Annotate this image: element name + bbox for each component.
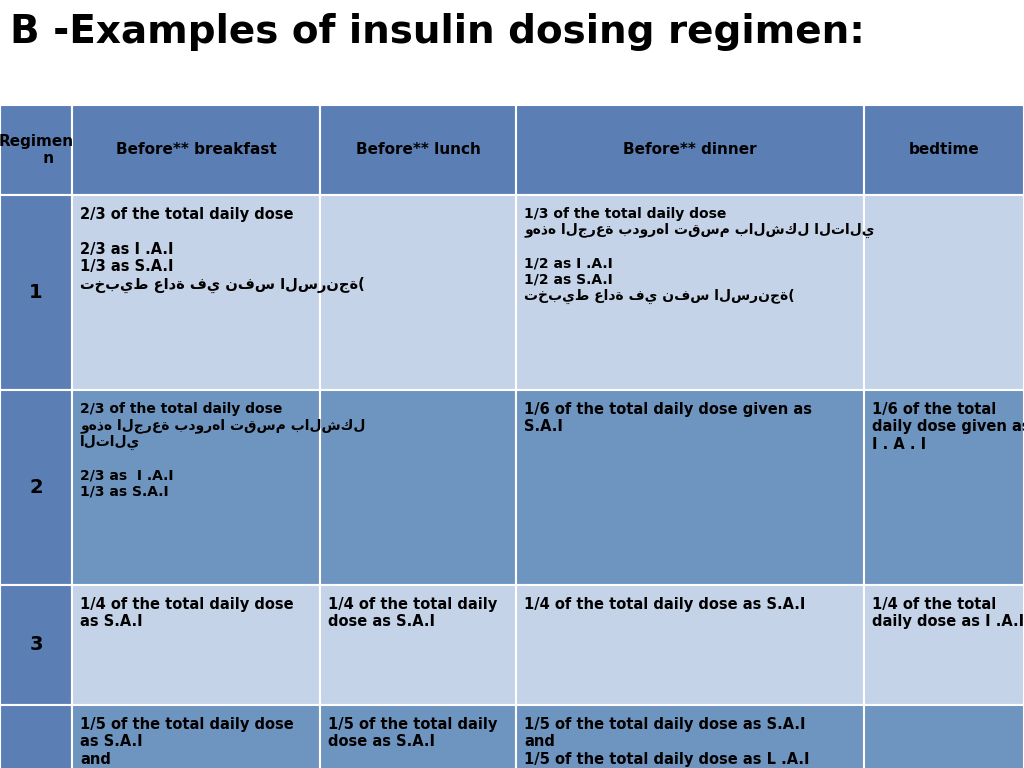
Bar — [319, 585, 516, 705]
Bar — [72, 390, 319, 585]
Bar — [72, 705, 319, 768]
Text: 1/4 of the total daily
dose as S.A.I: 1/4 of the total daily dose as S.A.I — [328, 597, 498, 630]
Bar — [72, 585, 319, 705]
Text: B -Examples of insulin dosing regimen:: B -Examples of insulin dosing regimen: — [10, 13, 865, 51]
Bar — [864, 195, 1024, 390]
Text: Before** lunch: Before** lunch — [355, 143, 480, 157]
Text: Before** dinner: Before** dinner — [624, 143, 757, 157]
Bar — [0, 585, 72, 705]
Text: 1: 1 — [30, 283, 43, 302]
Text: 2/3 of the total daily dose
وهذه الجرعة بدورها تقسم بالشكل
التالي

2/3 as  I .A.: 2/3 of the total daily dose وهذه الجرعة … — [80, 402, 366, 499]
Text: 2: 2 — [30, 478, 43, 497]
Bar — [864, 585, 1024, 705]
Text: 1/5 of the total daily dose
as S.A.I
and
1/5 of the total daily dose
as L .A.I: 1/5 of the total daily dose as S.A.I and… — [80, 717, 294, 768]
Bar — [0, 105, 72, 195]
Bar — [516, 390, 864, 585]
Text: 1/5 of the total daily
dose as S.A.I: 1/5 of the total daily dose as S.A.I — [328, 717, 498, 750]
Bar — [864, 705, 1024, 768]
Bar — [319, 705, 516, 768]
Text: 1/6 of the total daily dose given as
S.A.I: 1/6 of the total daily dose given as S.A… — [524, 402, 812, 435]
Bar — [0, 705, 72, 768]
Bar — [864, 105, 1024, 195]
Text: 1/5 of the total daily dose as S.A.I
and
1/5 of the total daily dose as L .A.I: 1/5 of the total daily dose as S.A.I and… — [524, 717, 810, 766]
Bar — [516, 705, 864, 768]
Bar — [319, 195, 516, 390]
Text: 1/3 of the total daily dose
وهذه الجرعة بدورها تقسم بالشكل التالي

1/2 as I .A.I: 1/3 of the total daily dose وهذه الجرعة … — [524, 207, 874, 304]
Text: 1/4 of the total daily dose as S.A.I: 1/4 of the total daily dose as S.A.I — [524, 597, 805, 612]
Text: bedtime: bedtime — [908, 143, 979, 157]
Text: 1/4 of the total
daily dose as I .A.I: 1/4 of the total daily dose as I .A.I — [872, 597, 1024, 630]
Text: 1/6 of the total
daily dose given as
I . A . I: 1/6 of the total daily dose given as I .… — [872, 402, 1024, 452]
Bar — [516, 585, 864, 705]
Bar — [0, 390, 72, 585]
Text: Regimen
     n: Regimen n — [0, 134, 74, 166]
Bar — [72, 195, 319, 390]
Bar — [0, 195, 72, 390]
Bar — [864, 390, 1024, 585]
Bar — [72, 105, 319, 195]
Text: Before** breakfast: Before** breakfast — [116, 143, 276, 157]
Text: 1/4 of the total daily dose
as S.A.I: 1/4 of the total daily dose as S.A.I — [80, 597, 294, 630]
Bar — [319, 390, 516, 585]
Text: 3: 3 — [30, 635, 43, 654]
Text: 2/3 of the total daily dose

2/3 as I .A.I
1/3 as S.A.I
تخبيط عادة في نفس السرنج: 2/3 of the total daily dose 2/3 as I .A.… — [80, 207, 365, 293]
Bar — [516, 195, 864, 390]
Bar — [319, 105, 516, 195]
Bar — [516, 105, 864, 195]
